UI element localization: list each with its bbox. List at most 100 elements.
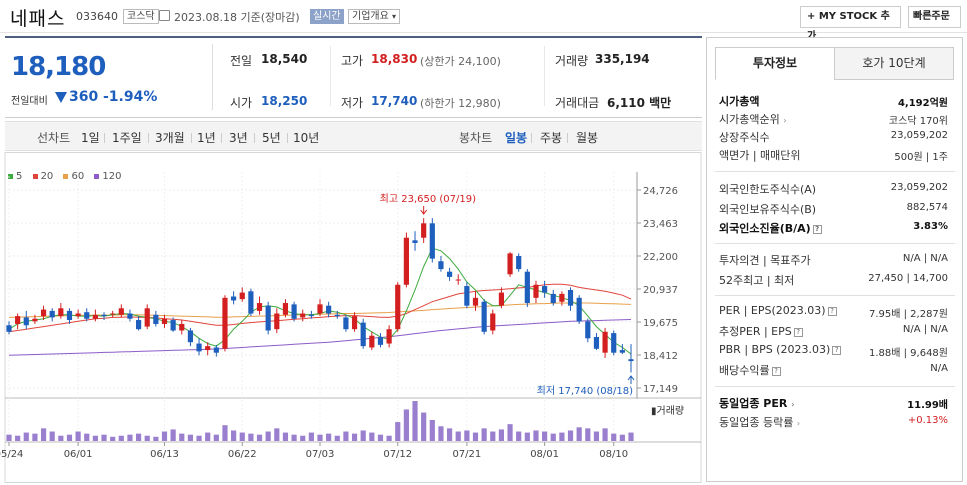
period-daily[interactable]: 일봉 [505,131,528,145]
candlestick-chart[interactable]: 24,726 23,463 22,200 20,937 19,675 18,412 17,1… [0,152,702,483]
candle-body [360,322,366,347]
period-10y[interactable]: 10년 [293,131,320,145]
amount-value: 6,110 백만 [607,96,672,110]
divider [531,133,532,143]
face-value-label: 액면가 | 매매단위 [719,149,801,162]
period-5y[interactable]: 5년 [262,131,281,145]
period-monthly[interactable]: 월봉 [576,131,599,145]
period-1w[interactable]: 1주일 [112,131,142,145]
period-3m[interactable]: 3개월 [155,131,185,145]
tab-quote-10[interactable]: 호가 10단계 [834,47,954,80]
volume-bar [66,434,73,441]
dividend-value: N/A [930,363,948,374]
volume-bar [256,434,263,441]
volume-bar [274,428,280,441]
help-icon[interactable]: ? [827,306,837,316]
volume-bar [395,422,401,441]
x-tick-label: 08/01 [530,449,559,460]
candle-body [412,240,418,243]
volume-bar [567,430,574,441]
help-icon[interactable]: ? [771,366,781,376]
help-icon[interactable]: ? [812,224,822,234]
candle-body [438,261,444,270]
open-value: 18,250 [261,94,308,108]
candle-body [351,316,358,330]
y-tick-label: 22,200 [643,252,678,263]
lower-limit: (하한가 12,980) [420,97,501,110]
y-tick-label: 23,463 [643,219,678,230]
volume-bar [343,431,349,441]
candle-body [403,237,409,285]
quick-order-button[interactable]: 빠른주문 [908,6,961,28]
volume-bar [127,434,133,441]
divider [715,243,955,244]
volume-bar [593,431,600,441]
per-eps-text: PER | EPS(2023.03) [719,304,826,317]
per-eps-label: PER | EPS(2023.03)? [719,304,837,317]
x-tick-label: 07/12 [383,449,412,460]
divider [330,46,331,106]
52w-value: 27,450 | 14,700 [868,273,948,284]
help-icon[interactable]: ? [793,327,803,337]
my-stock-add-button[interactable]: + MY STOCK 추가 [800,6,901,42]
sector-change-value: +0.13% [907,415,948,426]
candle-body [377,337,384,345]
realtime-badge[interactable]: 실시간 [310,9,344,24]
volume-bar [377,434,384,441]
candle-body [135,320,142,330]
help-icon[interactable]: ? [832,345,842,355]
candle-body [110,313,116,315]
period-3y[interactable]: 3년 [229,131,248,145]
volume-bar [472,432,479,441]
period-1d[interactable]: 1일 [81,131,100,145]
candle-body [602,331,608,353]
foreign-limit-value: 23,059,202 [890,182,948,193]
est-per-value: N/A | N/A [902,324,948,335]
stock-header: 네패스 033640 코스닥 2023.08.18 기준(장마감) 실시간 기업… [0,0,967,42]
sector-per-label: 동일업종 PER › [719,395,795,411]
volume-bar [403,409,409,441]
tab-invest-info[interactable]: 투자정보 [715,47,835,80]
candle-body [308,314,314,317]
down-triangle-icon [55,92,67,103]
face-value-value: 500원 | 1주 [894,152,948,163]
high-annotation: 최고 23,650 (07/19) [380,193,476,205]
candle-body [317,304,323,314]
candle-body [576,297,582,322]
volume-bar [291,434,297,441]
stock-name: 네패스 [10,8,66,30]
per-eps-value: 7.95배 | 2,287원 [868,309,948,320]
candle-body [23,317,29,326]
candle-chart-label: 봉차트 [459,131,493,145]
volume-bar [170,429,176,441]
period-1y[interactable]: 1년 [197,131,216,145]
volume-bar [334,435,340,441]
sector-per-value: 11.99배 [907,400,948,411]
52w-label: 52주최고 | 최저 [719,274,795,287]
volume-bar [628,432,634,441]
chevron-right-icon[interactable]: › [791,400,795,409]
chart-frame [4,152,702,483]
volume-bar [15,435,21,441]
chevron-right-icon[interactable]: › [783,116,787,125]
volume-bar [490,431,496,441]
chevron-right-icon[interactable]: › [796,419,801,428]
volume-bar [576,427,582,441]
volume-bar [550,433,556,441]
candle-body [464,286,470,306]
opinion-value: N/A | N/A [902,253,948,264]
upper-limit: (상한가 24,100) [420,55,501,68]
divider [567,133,568,143]
candle-body [369,335,375,348]
period-weekly[interactable]: 주봉 [540,131,563,145]
candle-body [66,310,73,321]
volume-bar [308,432,314,441]
volume-bar [351,433,358,441]
candle-body [395,284,401,330]
volume-bar [135,433,142,441]
company-overview-dropdown[interactable]: 기업개요 ▾ [348,9,401,24]
x-tick-label: 07/03 [306,449,335,460]
foreign-ratio-text: 외국인소진율(B/A) [719,222,811,235]
divider [212,44,213,110]
volume-bar [265,431,271,441]
